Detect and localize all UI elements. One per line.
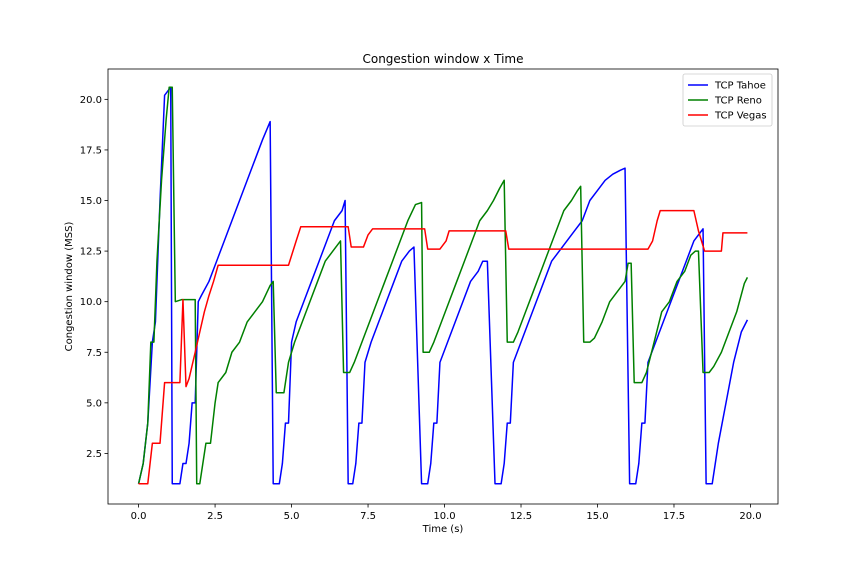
x-tick-label: 12.5 (510, 511, 532, 522)
y-axis-label: Congestion window (MSS) (64, 222, 75, 352)
series-line-tcp-reno (137, 86, 749, 485)
x-tick-label: 10.0 (433, 511, 455, 522)
x-tick-label: 5.0 (284, 511, 300, 522)
series-line-tcp-vegas (138, 209, 748, 485)
y-axis-ticks: 2.5 5.0 7.5 10.0 12.5 15.0 17.5 20.0 (80, 95, 108, 460)
legend-label: TCP Tahoe (714, 81, 766, 92)
y-tick-label: 15.0 (80, 196, 102, 207)
plot-area (137, 86, 749, 485)
legend-box (682, 73, 773, 127)
x-tick-label: 15.0 (586, 511, 608, 522)
series-line-tcp-tahoe (137, 86, 749, 485)
y-tick-label: 12.5 (80, 247, 102, 258)
legend: TCP Tahoe TCP Reno TCP Vegas (682, 73, 773, 127)
x-tick-label: 17.5 (663, 511, 685, 522)
legend-label: TCP Vegas (714, 111, 767, 122)
x-tick-label: 0.0 (131, 511, 147, 522)
x-tick-label: 2.5 (207, 511, 223, 522)
legend-label: TCP Reno (714, 96, 762, 107)
x-axis-label: Time (s) (422, 524, 464, 535)
x-axis-ticks: 0.0 2.5 5.0 7.5 10.0 12.5 15.0 17.5 20.0 (131, 504, 762, 522)
x-tick-label: 20.0 (739, 511, 761, 522)
axes-frame (107, 68, 779, 505)
y-tick-label: 20.0 (80, 95, 102, 106)
y-tick-label: 10.0 (80, 297, 102, 308)
y-tick-label: 7.5 (86, 348, 102, 359)
y-tick-label: 17.5 (80, 145, 102, 156)
x-tick-label: 7.5 (360, 511, 376, 522)
y-tick-label: 2.5 (86, 449, 102, 460)
y-tick-label: 5.0 (86, 398, 102, 409)
chart-title: Congestion window x Time (362, 52, 523, 66)
